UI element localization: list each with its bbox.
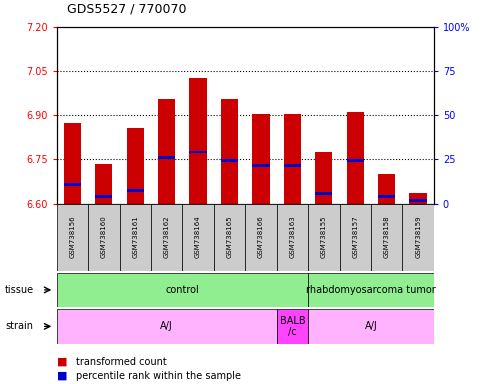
Bar [315, 152, 332, 204]
Bar [347, 159, 364, 162]
Text: GSM738158: GSM738158 [384, 216, 389, 258]
Bar [95, 164, 112, 204]
Text: GSM738159: GSM738159 [415, 216, 421, 258]
Bar [57, 309, 277, 344]
Bar [158, 99, 176, 204]
Bar [95, 195, 112, 198]
Bar [378, 174, 395, 204]
Bar [340, 204, 371, 271]
Bar [189, 151, 207, 154]
Bar [57, 273, 308, 307]
Text: GDS5527 / 770070: GDS5527 / 770070 [67, 2, 186, 15]
Text: GSM738164: GSM738164 [195, 216, 201, 258]
Text: GSM738166: GSM738166 [258, 216, 264, 258]
Text: transformed count: transformed count [76, 357, 167, 367]
Text: tissue: tissue [5, 285, 34, 295]
Bar [308, 204, 340, 271]
Text: control: control [166, 285, 199, 295]
Bar [221, 159, 238, 162]
Text: GSM738156: GSM738156 [70, 216, 75, 258]
Text: ■: ■ [57, 371, 67, 381]
Bar [284, 114, 301, 204]
Bar [189, 78, 207, 204]
Bar [402, 204, 434, 271]
Bar [64, 122, 81, 204]
Bar [347, 112, 364, 204]
Text: BALB
/c: BALB /c [280, 316, 305, 337]
Bar [64, 183, 81, 186]
Text: A/J: A/J [160, 321, 173, 331]
Bar [284, 164, 301, 167]
Text: rhabdomyosarcoma tumor: rhabdomyosarcoma tumor [306, 285, 436, 295]
Bar [378, 195, 395, 198]
Bar [127, 189, 144, 192]
Text: GSM738165: GSM738165 [227, 216, 233, 258]
Bar [410, 199, 427, 202]
Bar [214, 204, 246, 271]
Bar [88, 204, 119, 271]
Text: GSM738161: GSM738161 [132, 216, 138, 258]
Text: ■: ■ [57, 357, 67, 367]
Bar [315, 192, 332, 195]
Text: GSM738163: GSM738163 [289, 216, 295, 258]
Bar [221, 99, 238, 204]
Text: GSM738157: GSM738157 [352, 216, 358, 258]
Bar [252, 114, 270, 204]
Bar [277, 204, 308, 271]
Text: percentile rank within the sample: percentile rank within the sample [76, 371, 242, 381]
Bar [127, 129, 144, 204]
Bar [119, 204, 151, 271]
Bar [245, 204, 277, 271]
Text: A/J: A/J [365, 321, 377, 331]
Bar [158, 156, 176, 159]
Text: GSM738162: GSM738162 [164, 216, 170, 258]
Text: strain: strain [5, 321, 33, 331]
Bar [252, 164, 270, 167]
Text: GSM738155: GSM738155 [321, 216, 327, 258]
Bar [151, 204, 182, 271]
Bar [277, 309, 308, 344]
Bar [308, 273, 434, 307]
Bar [308, 309, 434, 344]
Bar [371, 204, 402, 271]
Bar [57, 204, 88, 271]
Text: GSM738160: GSM738160 [101, 216, 107, 258]
Bar [410, 193, 427, 204]
Bar [182, 204, 214, 271]
